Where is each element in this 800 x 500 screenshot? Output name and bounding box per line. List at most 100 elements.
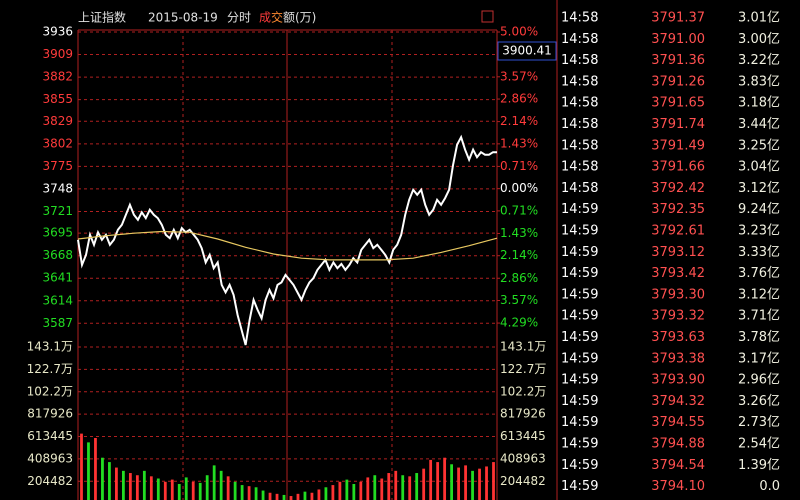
volume-bar [254, 487, 258, 500]
volume-bar [415, 473, 419, 500]
trade-price: 3791.74 [651, 117, 705, 132]
volume-bar [184, 477, 188, 500]
trade-amount: 3.00亿 [738, 32, 780, 47]
trade-amount: 2.73亿 [738, 415, 780, 430]
volume-bar [366, 477, 370, 500]
volume-bar [282, 494, 286, 500]
y-tick-label: 408963 [27, 451, 73, 465]
cursor-value: 3900.41 [502, 44, 552, 58]
trade-amount: 3.26亿 [738, 394, 780, 409]
trade-amount: 0.0 [759, 479, 780, 494]
y2-tick-label: 204482 [500, 474, 546, 488]
volume-bar [170, 479, 174, 500]
date: 2015-08-19 [148, 11, 218, 25]
y2-tick-label: 2.14% [500, 248, 538, 262]
volume-bar [80, 433, 83, 500]
price-line [77, 230, 498, 261]
trade-price: 3791.36 [651, 53, 705, 68]
trade-amount: 3.18亿 [738, 96, 780, 111]
trade-price: 3793.30 [651, 287, 705, 302]
trade-time: 14:58 [561, 138, 598, 153]
trade-amount: 2.54亿 [738, 437, 780, 452]
trade-time: 14:58 [561, 53, 598, 68]
y-tick-label: 102.2万 [27, 384, 73, 398]
mode: 分时 [227, 11, 251, 25]
trade-amount: 3.12亿 [738, 181, 780, 196]
y2-tick-label: 2.86% [500, 92, 538, 106]
trade-time: 14:59 [561, 458, 598, 473]
y2-tick-label: 3.57% [500, 69, 538, 83]
cursor-box-frame [497, 41, 557, 61]
trade-price: 3794.54 [651, 458, 705, 473]
trade-price: 3792.61 [651, 224, 705, 239]
trade-time: 14:59 [561, 309, 598, 324]
y-tick-label: 817926 [27, 407, 73, 421]
trade-amount: 3.17亿 [738, 351, 780, 366]
trade-time: 14:59 [561, 373, 598, 388]
trade-price: 3794.32 [651, 394, 705, 409]
volume-bar [464, 465, 467, 500]
volume-bar [471, 470, 474, 500]
trade-amount: 3.44亿 [738, 117, 780, 132]
trade-amount: 3.71亿 [738, 309, 780, 324]
window-icon[interactable] [481, 10, 494, 23]
volume-bar [324, 487, 328, 500]
trade-price: 3793.90 [651, 373, 705, 388]
volume-bar [219, 470, 223, 500]
volume-bar [233, 481, 237, 500]
y-tick-label: 3855 [42, 92, 73, 106]
volume-bar [275, 493, 279, 500]
volume-bar [261, 490, 265, 500]
trade-price: 3794.55 [651, 415, 705, 430]
y2-tick-label: 122.7万 [500, 362, 546, 376]
trade-amount: 3.12亿 [738, 287, 780, 302]
y2-tick-label: 817926 [500, 407, 546, 421]
trade-time: 14:59 [561, 351, 598, 366]
trade-amount: 2.96亿 [738, 373, 780, 388]
y2-tick-label: 102.2万 [500, 384, 546, 398]
trade-amount: 3.76亿 [738, 266, 780, 281]
trade-price: 3791.37 [651, 11, 705, 26]
y-tick-label: 3802 [42, 136, 73, 150]
y2-tick-label: 4.29% [500, 316, 538, 330]
volume-bar [289, 496, 293, 500]
trade-amount: 3.33亿 [738, 245, 780, 260]
trade-time: 14:58 [561, 74, 598, 89]
y-tick-label: 3829 [42, 114, 73, 128]
trade-amount: 3.83亿 [738, 74, 780, 89]
trade-time: 14:59 [561, 266, 598, 281]
volume-bar [492, 462, 495, 500]
trade-price: 3791.65 [651, 96, 705, 111]
volume-bar [380, 478, 384, 500]
y2-tick-label: 0.71% [500, 203, 538, 217]
volume-bar [303, 491, 307, 500]
y-tick-label: 3775 [42, 159, 73, 173]
volume-bar [108, 462, 111, 500]
trade-price: 3794.10 [651, 479, 705, 494]
trade-price: 3794.88 [651, 437, 705, 452]
trade-price: 3791.66 [651, 160, 705, 175]
volume-bar [240, 485, 244, 500]
volume-bar [121, 470, 125, 500]
index-name: 上证指数 [78, 10, 126, 25]
cursor-box: 3900.41 [497, 41, 557, 61]
trade-amount: 9.24亿 [738, 202, 780, 217]
trade-price: 3793.38 [651, 351, 705, 366]
y2-tick-label: 1.43% [500, 226, 538, 240]
volume-bar [317, 489, 321, 500]
y2-tick-label: 2.14% [500, 114, 538, 128]
metric: 交 [271, 10, 283, 25]
volume-bar [128, 473, 132, 500]
volume-bar [135, 475, 139, 500]
y-tick-label: 3641 [42, 271, 73, 285]
trade-amount: 3.01亿 [738, 11, 780, 26]
trade-time: 14:59 [561, 224, 598, 239]
y-tick-label: 3695 [42, 226, 73, 240]
volume-bar [115, 467, 118, 500]
volume-bar [177, 483, 181, 500]
volume-bar [429, 459, 433, 500]
volume-bar [387, 473, 391, 500]
y-tick-label: 3936 [42, 25, 73, 39]
